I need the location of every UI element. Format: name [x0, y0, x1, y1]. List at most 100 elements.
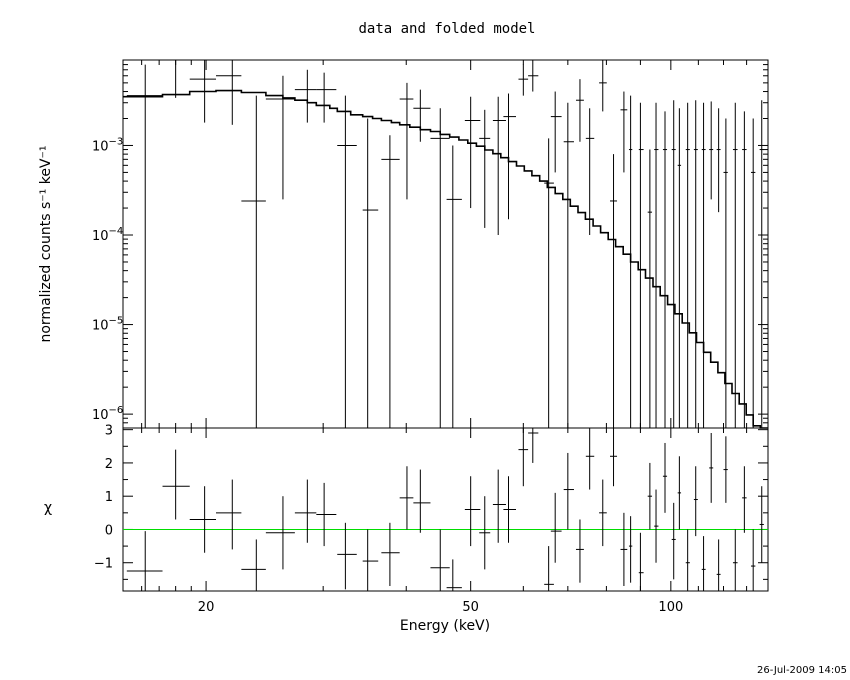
data-point: [693, 100, 698, 428]
residual-point: [723, 436, 728, 503]
bottom-panel-ticks: [123, 428, 769, 591]
bottom-panel-frame: [122, 427, 769, 592]
residual-point: [294, 479, 317, 543]
residual-point: [446, 559, 462, 591]
y-tick-label: 3: [105, 424, 113, 439]
data-point: [654, 102, 659, 428]
data-point: [759, 100, 764, 428]
residual-point: [662, 442, 668, 513]
residual-point: [620, 512, 628, 587]
data-point: [716, 108, 721, 213]
data-point: [399, 82, 414, 200]
top-panel-ticks: [123, 60, 769, 429]
y-tick-label: 0: [105, 523, 113, 538]
residual-point: [381, 522, 400, 587]
y-tick-label: 10−3: [92, 136, 123, 154]
residual-point: [671, 502, 676, 580]
data-point: [492, 96, 506, 236]
y-tick-label: 10−5: [92, 316, 123, 334]
residual-point: [575, 519, 584, 583]
data-point: [685, 102, 690, 428]
residual-point: [518, 428, 529, 487]
residual-point: [693, 466, 698, 537]
y-tick-label: 2: [105, 457, 113, 472]
data-point: [662, 111, 668, 428]
x-tick-label: 50: [462, 600, 479, 615]
data-point: [294, 69, 317, 123]
data-point: [620, 91, 628, 173]
chi-axis-label: χ: [44, 500, 52, 516]
data-point: [316, 72, 337, 123]
data-point: [162, 59, 190, 98]
residual-point: [216, 479, 242, 550]
data-point: [337, 95, 357, 428]
residual-point: [399, 466, 414, 530]
data-point: [638, 102, 644, 428]
residual-point: [241, 539, 266, 591]
residual-point: [413, 469, 431, 533]
model-step-line: [123, 89, 768, 429]
data-point: [742, 111, 747, 428]
residual-point: [599, 479, 607, 547]
residual-point: [430, 529, 450, 591]
data-point: [464, 96, 481, 209]
residual-point: [362, 529, 379, 591]
residual-point: [316, 482, 337, 547]
residual-point: [585, 428, 595, 490]
residual-point: [492, 469, 506, 543]
data-point: [528, 60, 539, 92]
data-point: [647, 149, 653, 428]
model-series: [123, 89, 768, 429]
y-tick-label: −1: [94, 557, 113, 572]
data-series: [126, 59, 764, 428]
data-point: [430, 108, 450, 428]
data-point: [751, 118, 756, 428]
data-point: [265, 75, 295, 200]
data-point: [671, 100, 676, 428]
residual-point: [716, 539, 721, 591]
data-point: [189, 60, 217, 123]
residual-point: [654, 489, 659, 563]
data-point: [563, 102, 574, 428]
data-point: [479, 109, 491, 228]
residual-point: [701, 536, 706, 591]
data-point: [723, 118, 728, 428]
top-y-tick-labels: 10−3 10−4 10−5 10−6: [92, 136, 123, 423]
timestamp: 26-Jul-2009 14:05: [757, 665, 847, 676]
data-point: [241, 95, 266, 428]
data-point: [446, 145, 462, 428]
data-point: [677, 108, 682, 428]
residual-point: [609, 428, 618, 487]
top-panel-frame: [122, 59, 769, 429]
residual-series: [126, 428, 764, 591]
chart-title: data and folded model: [358, 21, 535, 37]
y-tick-label: 1: [105, 490, 113, 505]
residual-point: [265, 496, 295, 570]
residual-point: [550, 492, 562, 563]
residual-point: [685, 529, 690, 591]
x-tick-label: 100: [658, 600, 683, 615]
x-tick-label: 20: [198, 600, 215, 615]
residual-point: [628, 516, 633, 583]
data-point: [518, 64, 529, 96]
residual-point: [709, 432, 714, 503]
top-panel: 10−3 10−4 10−5 10−6 normalized counts s⁻¹ k…: [38, 59, 769, 429]
bottom-y-tick-labels: −1 0 1 2 3: [94, 424, 113, 572]
residual-point: [503, 476, 517, 543]
residual-point: [563, 452, 574, 530]
residual-point: [677, 456, 682, 530]
x-tick-labels: 20 50 100: [198, 600, 683, 615]
data-point: [628, 95, 633, 428]
residual-point: [464, 476, 481, 547]
y-tick-label: 10−4: [92, 226, 123, 244]
residual-point: [126, 531, 163, 591]
data-point: [585, 108, 595, 236]
residual-point: [189, 486, 217, 553]
data-point: [544, 138, 554, 428]
data-point: [599, 60, 607, 112]
residual-point: [528, 428, 539, 463]
x-axis-label: Energy (keV): [400, 618, 490, 634]
data-point: [503, 93, 517, 220]
data-point: [701, 102, 706, 428]
